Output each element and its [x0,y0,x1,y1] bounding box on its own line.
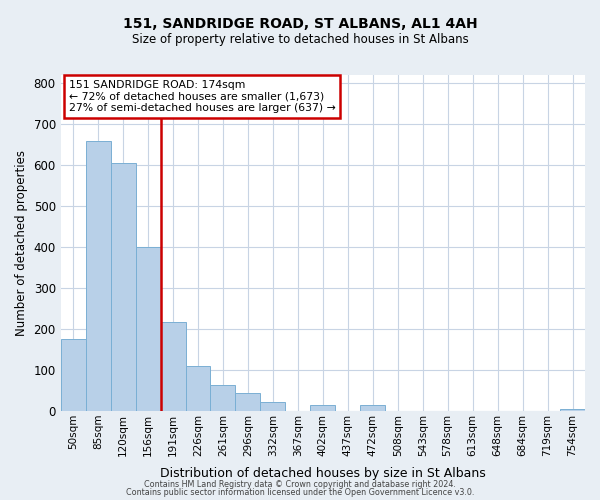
Text: Contains HM Land Registry data © Crown copyright and database right 2024.: Contains HM Land Registry data © Crown c… [144,480,456,489]
Text: Contains public sector information licensed under the Open Government Licence v3: Contains public sector information licen… [126,488,474,497]
Bar [136,247,161,411]
Text: Size of property relative to detached houses in St Albans: Size of property relative to detached ho… [131,32,469,46]
Bar [211,385,235,411]
Bar [161,322,185,411]
Text: 151, SANDRIDGE ROAD, ST ALBANS, AL1 4AH: 151, SANDRIDGE ROAD, ST ALBANS, AL1 4AH [122,18,478,32]
Bar [185,366,211,411]
Bar [260,402,286,411]
Bar [310,405,335,411]
Bar [360,405,385,411]
Bar [61,340,86,411]
X-axis label: Distribution of detached houses by size in St Albans: Distribution of detached houses by size … [160,467,486,480]
Bar [560,409,585,411]
Text: 151 SANDRIDGE ROAD: 174sqm
← 72% of detached houses are smaller (1,673)
27% of s: 151 SANDRIDGE ROAD: 174sqm ← 72% of deta… [68,80,335,113]
Bar [86,140,110,411]
Bar [110,163,136,411]
Y-axis label: Number of detached properties: Number of detached properties [15,150,28,336]
Bar [235,392,260,411]
